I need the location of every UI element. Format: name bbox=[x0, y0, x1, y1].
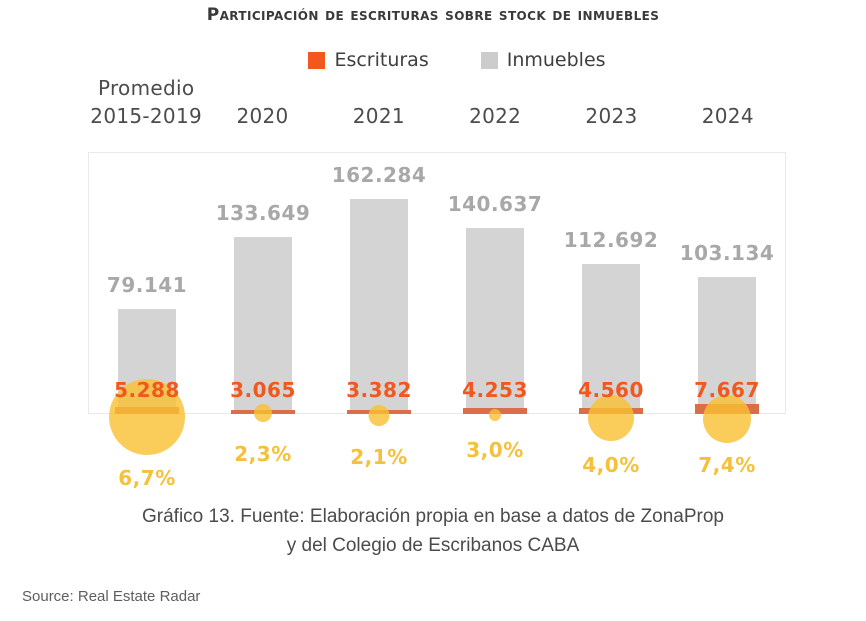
legend-label-escrituras: Escrituras bbox=[334, 49, 429, 71]
inmuebles-bar bbox=[234, 236, 292, 413]
percentage-label: 6,7% bbox=[118, 466, 176, 490]
legend-label-inmuebles: Inmuebles bbox=[506, 49, 606, 71]
percentage-label: 3,0% bbox=[466, 438, 524, 462]
bar-columns: 79.141 5.288 6,7% 133.649 3.065 2,3% 162… bbox=[89, 153, 785, 490]
source-credit: Source: Real Estate Radar bbox=[22, 588, 201, 605]
inmuebles-bar bbox=[582, 264, 640, 413]
escrituras-value-label: 4.253 bbox=[462, 378, 528, 402]
percentage-label: 2,1% bbox=[350, 445, 408, 469]
inmuebles-value-label: 103.134 bbox=[679, 241, 775, 265]
percentage-bubble bbox=[489, 409, 501, 421]
figure-caption: Gráfico 13. Fuente: Elaboración propia e… bbox=[0, 502, 866, 560]
column-header-2024: 2024 bbox=[670, 73, 786, 130]
inmuebles-bar bbox=[350, 199, 408, 413]
column-header-2020: 2020 bbox=[204, 73, 320, 130]
escrituras-value-label: 4.560 bbox=[578, 378, 644, 402]
percentage-label: 4,0% bbox=[582, 453, 640, 477]
escrituras-value-label: 7.667 bbox=[694, 378, 760, 402]
year-label: 2021 bbox=[352, 104, 405, 128]
inmuebles-value-label: 140.637 bbox=[447, 191, 543, 216]
chart-column-2023: 112.692 4.560 4,0% bbox=[553, 153, 669, 477]
escrituras-value-label: 3.065 bbox=[230, 378, 296, 402]
percentage-bubble bbox=[254, 404, 272, 422]
percentage-bubble bbox=[703, 395, 751, 443]
percentage-bubble bbox=[368, 404, 390, 426]
caption-line1: Gráfico 13. Fuente: Elaboración propia e… bbox=[142, 506, 724, 527]
inmuebles-value-label: 112.692 bbox=[563, 228, 659, 253]
plot-area: 79.141 5.288 6,7% 133.649 3.065 2,3% 162… bbox=[88, 152, 786, 490]
legend-item-escrituras: Escrituras bbox=[308, 49, 429, 71]
chart-column-2024: 103.134 7.667 7,4% bbox=[669, 153, 785, 477]
year-label: 2024 bbox=[701, 104, 754, 128]
year-label: 2023 bbox=[585, 104, 638, 128]
legend-item-inmuebles: Inmuebles bbox=[480, 49, 606, 71]
escrituras-value-label: 3.382 bbox=[346, 378, 412, 402]
percentage-bubble bbox=[588, 395, 634, 441]
inmuebles-bar bbox=[698, 277, 756, 413]
year-label: 2020 bbox=[236, 104, 289, 128]
column-header-2022: 2022 bbox=[437, 73, 553, 130]
chart-column-2022: 140.637 4.253 3,0% bbox=[437, 153, 553, 463]
promedio-line2: 2015-2019 bbox=[90, 104, 203, 128]
inmuebles-value-label: 79.141 bbox=[106, 272, 188, 297]
escrituras-swatch-icon bbox=[308, 51, 326, 69]
percentage-label: 2,3% bbox=[234, 442, 292, 466]
chart-column-2021: 162.284 3.382 2,1% bbox=[321, 153, 437, 469]
column-headers: Promedio 2015-2019 2020 2021 2022 2023 2… bbox=[88, 73, 786, 130]
percentage-bubble bbox=[109, 379, 185, 455]
promedio-line1: Promedio bbox=[97, 76, 195, 100]
inmuebles-bar bbox=[466, 227, 524, 413]
column-header-2023: 2023 bbox=[553, 73, 669, 130]
year-label: 2022 bbox=[469, 104, 522, 128]
chart-column-2020: 133.649 3.065 2,3% bbox=[205, 153, 321, 466]
caption-line2: y del Colegio de Escribanos CABA bbox=[286, 535, 580, 556]
inmuebles-value-label: 133.649 bbox=[215, 200, 311, 225]
inmuebles-swatch-icon bbox=[480, 51, 498, 69]
chart-column-promedio: 79.141 5.288 6,7% bbox=[89, 153, 205, 490]
chart-title: Participación de escrituras sobre stock … bbox=[206, 5, 660, 25]
inmuebles-value-label: 162.284 bbox=[331, 163, 427, 187]
column-header-promedio: Promedio 2015-2019 bbox=[88, 73, 204, 130]
chart-legend: Escrituras Inmuebles bbox=[24, 49, 866, 71]
percentage-label: 7,4% bbox=[698, 453, 756, 477]
escrituras-value-label: 5.288 bbox=[114, 378, 180, 402]
column-header-2021: 2021 bbox=[321, 73, 437, 130]
